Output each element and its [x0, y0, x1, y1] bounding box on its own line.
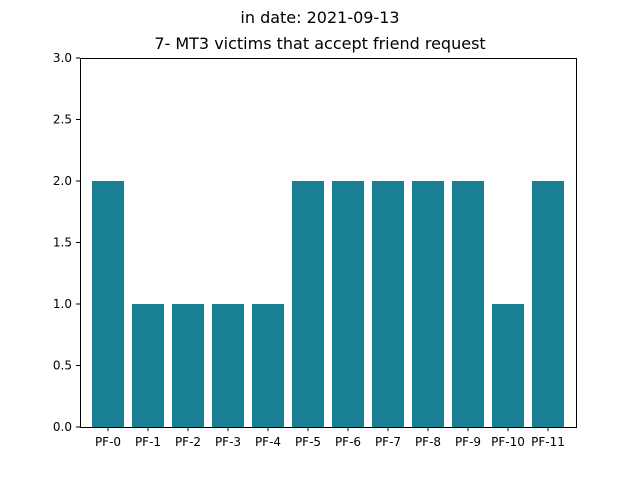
y-tick-label: 2.5: [53, 113, 72, 127]
y-tick-label: 3.0: [53, 51, 72, 65]
x-tick-label: PF-2: [175, 435, 201, 449]
x-tick-label: PF-9: [455, 435, 481, 449]
bar-pf-2: [172, 304, 204, 427]
chart-subtitle: 7- MT3 victims that accept friend reques…: [154, 34, 485, 53]
chart-title: in date: 2021-09-13: [240, 8, 399, 27]
x-tick-label: PF-0: [95, 435, 121, 449]
y-tick-label: 1.5: [53, 236, 72, 250]
bar-pf-0: [92, 181, 124, 427]
x-tick-label: PF-11: [531, 435, 565, 449]
x-axis-ticks: PF-0 PF-1 PF-2 PF-3 PF-4 PF-5 PF-6 PF-7 PF-8 PF-9…: [95, 427, 565, 449]
y-tick-label: 2.0: [53, 174, 72, 188]
x-tick-label: PF-3: [215, 435, 241, 449]
x-tick-label: PF-5: [295, 435, 321, 449]
bar-pf-4: [252, 304, 284, 427]
x-tick-label: PF-1: [135, 435, 161, 449]
bar-pf-3: [212, 304, 244, 427]
bar-pf-7: [372, 181, 404, 427]
x-tick-label: PF-6: [335, 435, 361, 449]
bar-pf-11: [532, 181, 564, 427]
x-tick-label: PF-8: [415, 435, 441, 449]
y-axis-ticks: 0.0 0.5 1.0 1.5 2.0 2.5 3.0: [53, 51, 80, 434]
x-tick-label: PF-4: [255, 435, 281, 449]
bar-pf-6: [332, 181, 364, 427]
bar-pf-5: [292, 181, 324, 427]
plot-area-frame: [80, 58, 577, 428]
bar-pf-1: [132, 304, 164, 427]
bars-group: [92, 181, 564, 427]
bar-pf-8: [412, 181, 444, 427]
x-tick-label: PF-7: [375, 435, 401, 449]
bar-pf-9: [452, 181, 484, 427]
y-tick-label: 1.0: [53, 297, 72, 311]
x-tick-label: PF-10: [491, 435, 525, 449]
y-tick-label: 0.0: [53, 420, 72, 434]
y-tick-label: 0.5: [53, 359, 72, 373]
bar-pf-10: [492, 304, 524, 427]
